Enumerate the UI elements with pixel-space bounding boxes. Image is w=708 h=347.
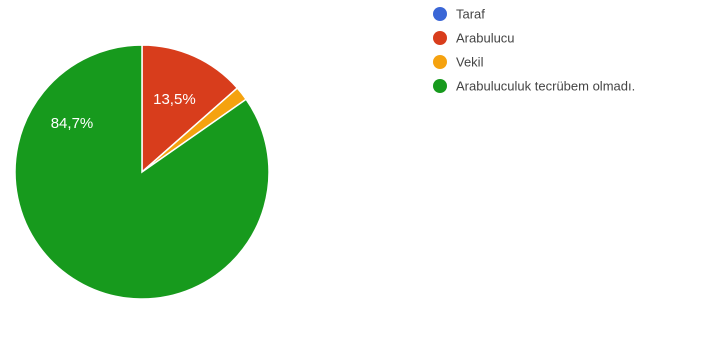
slice-label-1: 13,5% — [153, 91, 196, 108]
legend-swatch-1 — [433, 31, 447, 45]
legend-swatch-0 — [433, 7, 447, 21]
pie: 13,5% 84,7% — [14, 44, 270, 300]
legend: Taraf Arabulucu Vekil Arabuluculuk tecrübem… — [433, 6, 635, 93]
legend-swatch-2 — [433, 55, 447, 69]
slice-label-3: 84,7% — [51, 115, 94, 132]
legend-label-2: Vekil — [456, 54, 484, 69]
legend-label-0: Taraf — [456, 6, 485, 21]
legend-swatch-3 — [433, 79, 447, 93]
legend-label-1: Arabulucu — [456, 30, 515, 45]
pie-slice-3 — [14, 44, 270, 300]
pie-slice-1 — [141, 44, 239, 174]
legend-label-3: Arabuluculuk tecrübem olmadı. — [456, 78, 635, 93]
